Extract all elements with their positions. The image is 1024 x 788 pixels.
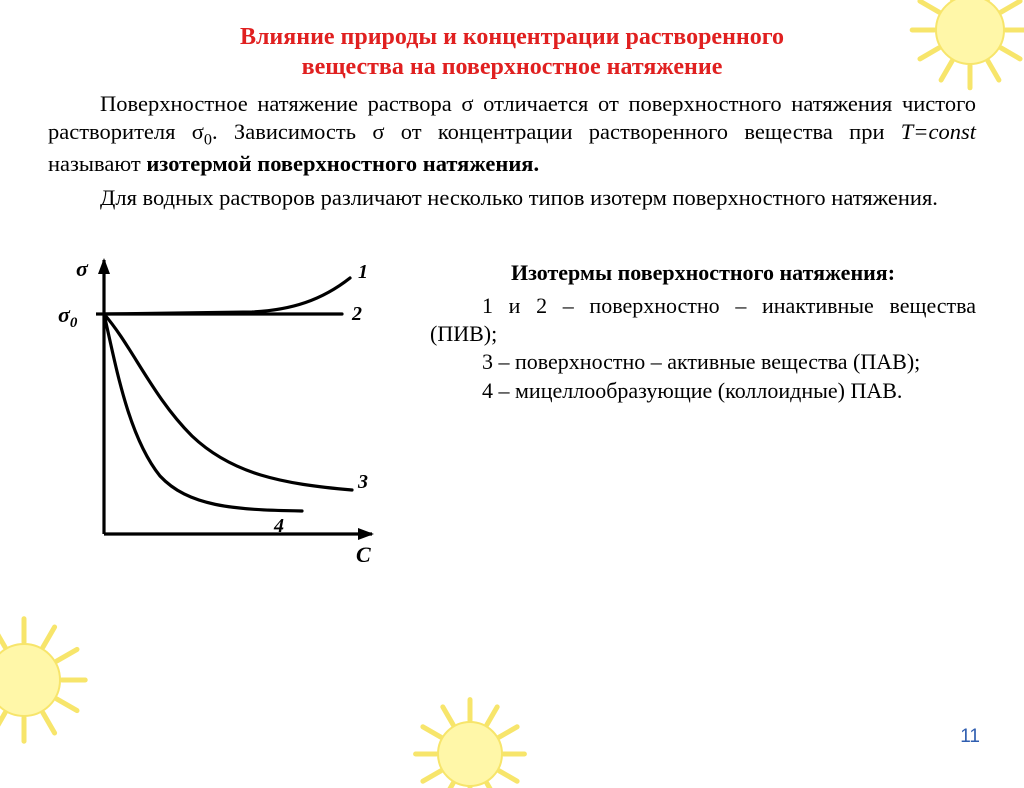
title-line-1: Влияние природы и концентрации растворен…	[240, 24, 784, 50]
legend-item-3: 4 – мицеллообразующие (коллоидные) ПАВ.	[430, 377, 976, 405]
svg-text:1: 1	[358, 261, 368, 283]
svg-text:σ: σ	[76, 256, 89, 281]
paragraph-2: Для водных растворов различают несколько…	[48, 184, 976, 212]
sun-decoration-icon	[400, 688, 540, 788]
paragraph-1: Поверхностное натяжение раствора σ отлич…	[48, 90, 976, 178]
svg-text:4: 4	[273, 515, 284, 537]
svg-text:σ0: σ0	[58, 302, 78, 331]
sun-decoration-icon	[0, 600, 104, 760]
legend-item-1: 1 и 2 – поверхностно – инактивные вещест…	[430, 292, 976, 348]
svg-text:3: 3	[357, 471, 368, 493]
svg-text:C: C	[356, 542, 371, 567]
chart-legend: Изотермы поверхностного натяжения: 1 и 2…	[402, 230, 976, 405]
legend-item-2: 3 – поверхностно – активные вещества (ПА…	[430, 348, 976, 376]
title-line-2: вещества на поверхностное натяжение	[302, 54, 723, 80]
legend-title: Изотермы поверхностного натяжения:	[430, 260, 976, 286]
svg-text:2: 2	[351, 303, 362, 325]
slide-title: Влияние природы и концентрации растворен…	[48, 22, 976, 82]
isotherm-chart: σ σ0 C 1 2 3 4	[42, 236, 402, 576]
page-number: 11	[960, 726, 980, 748]
